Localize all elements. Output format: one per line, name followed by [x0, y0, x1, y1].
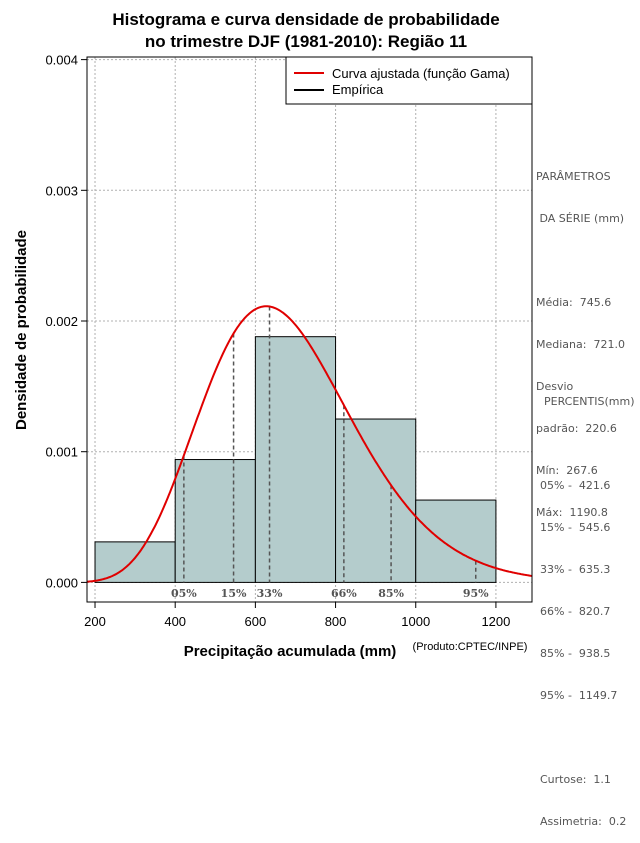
x-axis-label: Precipitação acumulada (mm) — [184, 643, 397, 660]
legend: Curva ajustada (função Gama) Empírica — [285, 56, 533, 105]
y-tick-label: 0.000 — [45, 575, 78, 590]
histogram-chart: Histograma e curva densidade de probabil… — [13, 10, 533, 660]
percentile-row: 33% - 635.3 — [540, 563, 611, 576]
x-tick-label: 1000 — [401, 614, 430, 629]
percentiles-heading: PERCENTIS(mm) — [544, 395, 635, 408]
percentile-label: 95% — [463, 587, 489, 600]
y-tick-label: 0.001 — [45, 445, 78, 460]
legend-label-empirical: Empírica — [332, 82, 384, 97]
percentile-row: 66% - 820.7 — [540, 605, 611, 618]
percentile-row: 15% - 545.6 — [540, 521, 611, 534]
assimetria-value: Assimetria: 0.2 — [540, 815, 627, 828]
curtose-value: Curtose: 1.1 — [540, 773, 611, 786]
percentile-row: 05% - 421.6 — [540, 479, 611, 492]
percentile-labels: 05% 15% 33% 66% 85% 95% — [171, 587, 489, 600]
histogram-bar — [254, 336, 337, 583]
x-tick-label: 400 — [164, 614, 186, 629]
y-axis-label: Densidade de probabilidade — [13, 230, 30, 430]
stats-desvio-line2: padrão: 220.6 — [536, 422, 617, 435]
percentile-row: 95% - 1149.7 — [540, 689, 618, 702]
percentile-row: 85% - 938.5 — [540, 647, 611, 660]
gamma-fit-curve — [86, 305, 533, 583]
legend-label-curve: Curva ajustada (função Gama) — [332, 66, 510, 81]
y-axis-ticks: 0.000 0.001 0.002 0.003 0.004 — [45, 53, 87, 590]
percentile-label: 66% — [331, 587, 357, 600]
stats-media: Média: 745.6 — [536, 296, 612, 309]
percentile-label: 05% — [171, 587, 197, 600]
stats-min: Mín: 267.6 — [536, 464, 598, 477]
histogram-bar — [174, 459, 256, 583]
x-tick-label: 600 — [245, 614, 267, 629]
credit-text: (Produto:CPTEC/INPE) — [413, 641, 528, 653]
stats-desvio-line1: Desvio — [536, 380, 574, 393]
percentiles-panel: PERCENTIS(mm) 05% - 421.6 15% - 545.6 33… — [540, 367, 635, 843]
grid-lines — [87, 57, 532, 602]
y-tick-label: 0.004 — [45, 53, 78, 68]
y-tick-label: 0.003 — [45, 183, 78, 198]
histogram-bar — [335, 418, 417, 583]
x-tick-label: 1200 — [481, 614, 510, 629]
percentile-label: 85% — [378, 587, 404, 600]
stats-mediana: Mediana: 721.0 — [536, 338, 625, 351]
stats-heading-line2: DA SÉRIE (mm) — [536, 212, 625, 225]
stats-max: Máx: 1190.8 — [536, 506, 608, 519]
x-tick-label: 200 — [84, 614, 106, 629]
percentile-lines — [183, 306, 477, 583]
histogram-bars — [94, 336, 497, 583]
percentile-label: 33% — [257, 587, 283, 600]
chart-title-line2: no trimestre DJF (1981-2010): Região 11 — [145, 32, 467, 51]
histogram-bar — [94, 541, 176, 583]
y-tick-label: 0.002 — [45, 314, 78, 329]
x-tick-label: 800 — [325, 614, 347, 629]
chart-title-line1: Histograma e curva densidade de probabil… — [112, 10, 499, 29]
stats-panel: PARÂMETROS DA SÉRIE (mm) Média: 745.6 Me… — [536, 142, 625, 534]
stats-heading-line1: PARÂMETROS — [536, 170, 611, 183]
x-axis-ticks: 200 400 600 800 1000 1200 — [84, 602, 510, 629]
legend-box — [285, 56, 533, 105]
histogram-bar — [415, 499, 497, 583]
percentile-label: 15% — [221, 587, 247, 600]
